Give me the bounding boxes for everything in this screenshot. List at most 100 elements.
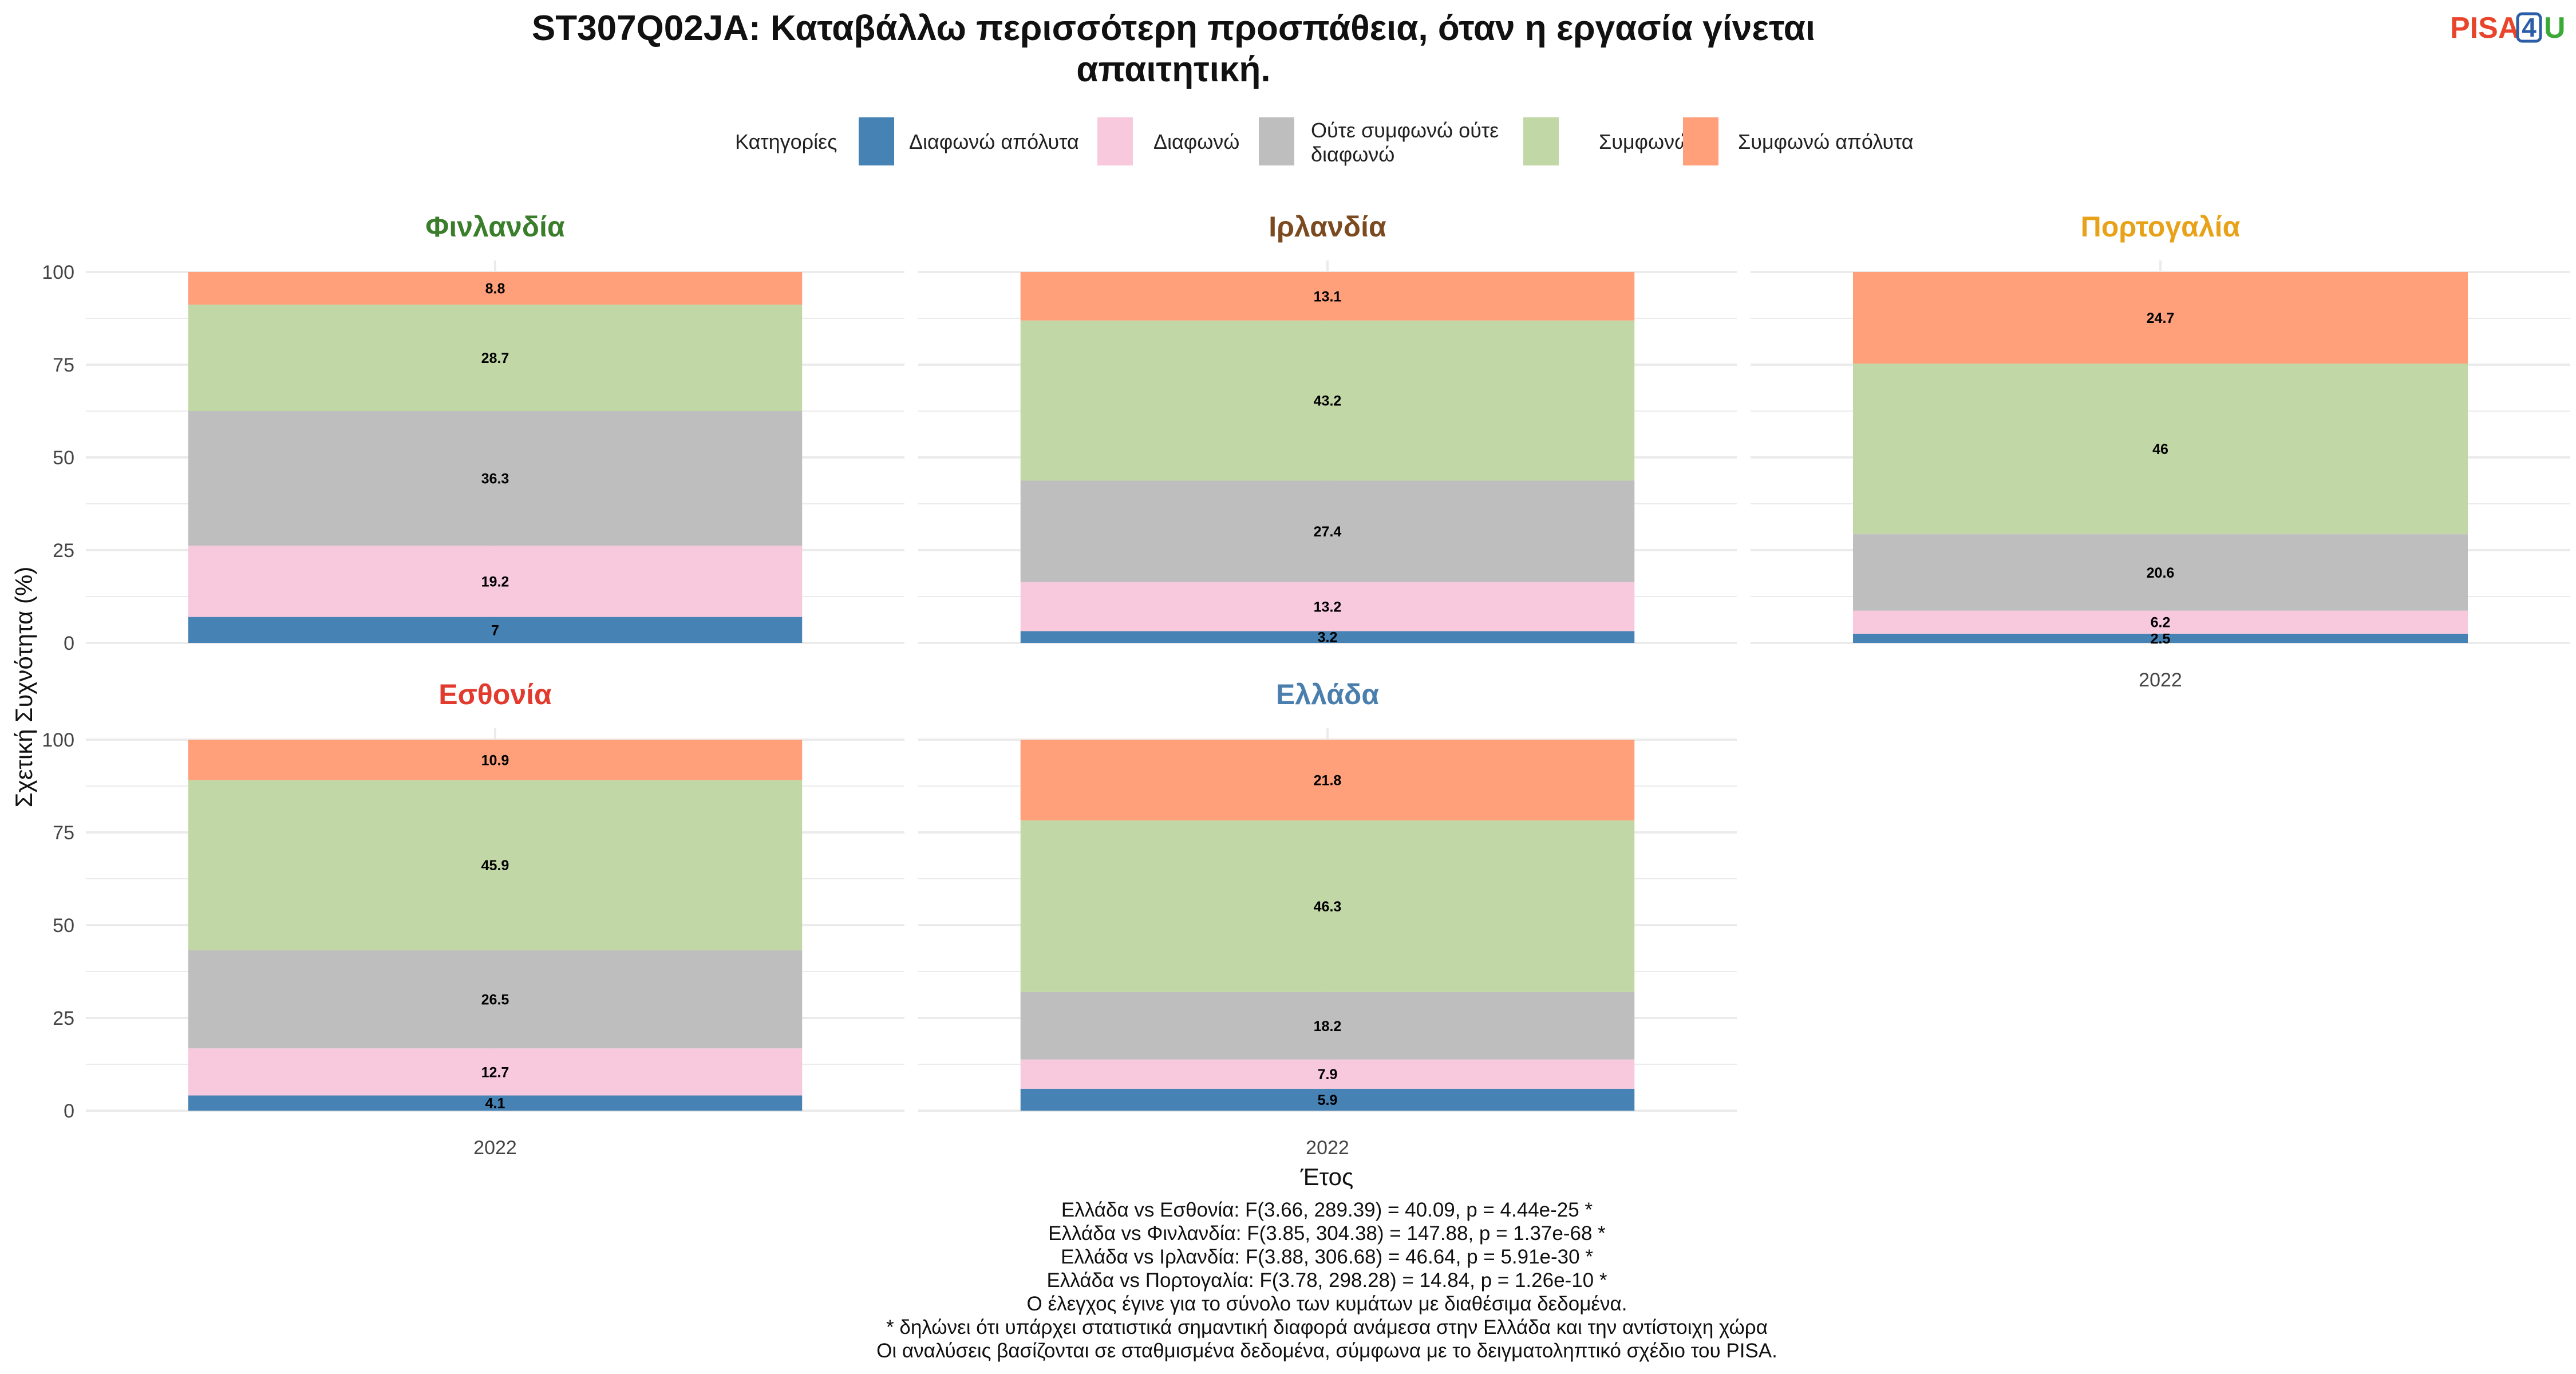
x-tick-label: 2022 [473,1137,517,1159]
legend-swatch-strongly-agree [1683,117,1718,165]
panel-φινλανδία: Φινλανδία 0 25 50 75 100 7 19.2 36.3 28.7 8.8 [42,211,904,654]
x-tick-label: 2022 [1306,1137,1349,1159]
chart-title: ST307Q02JA: Καταβάλλω περισσότερη προσπά… [532,9,1815,89]
panel-ιρλανδία: Ιρλανδία 3.2 13.2 27.4 43.2 13.1 [918,211,1737,646]
bar-segment-0 [1020,631,1635,643]
data-label: 6.2 [2151,615,2171,631]
panel-title: Εσθονία [438,678,552,710]
legend: Κατηγορίες Διαφωνώ απόλυτα Διαφωνώ Ούτε … [735,117,1914,166]
legend-label-agree: Συμφωνώ [1599,130,1690,153]
bar-segment-3 [1020,320,1635,481]
bar-segment-3 [1020,820,1635,992]
pisa4u-logo: PISA 4 U [2450,11,2566,45]
panel-ελλάδα: Ελλάδα 2022 5.9 7.9 18.2 46.3 21.8 [918,678,1737,1159]
data-label: 10.9 [481,752,509,768]
legend-label-neutral-line-1: Ούτε συμφωνώ ούτε [1311,119,1499,142]
panel-title: Πορτογαλία [2081,211,2241,243]
x-tick-label: 2022 [2139,669,2182,691]
bar-segment-1 [1020,1059,1635,1089]
data-label: 5.9 [1318,1092,1338,1108]
legend-label-strongly-disagree: Διαφωνώ απόλυτα [909,130,1079,153]
y-tick-label: 25 [53,1008,74,1029]
legend-swatch-disagree [1097,117,1133,165]
logo-text-pisa: PISA [2450,11,2519,45]
y-tick-label: 0 [64,1100,74,1122]
bar-segment-1 [1853,610,2468,634]
data-label: 19.2 [481,574,509,590]
legend-label-neutral-line-2: διαφωνώ [1311,143,1394,166]
panel-εσθονία: Εσθονία 0 25 50 75 100 2022 4.1 12.7 26.5 45.9 10.9 [42,678,904,1159]
data-label: 20.6 [2147,565,2175,581]
y-tick-label: 75 [53,822,74,844]
data-label: 7.9 [1318,1067,1338,1083]
y-tick-label: 75 [53,354,74,376]
facet-panels: Φινλανδία 0 25 50 75 100 7 19.2 36.3 28.7 8.8 Ιρλαν… [42,211,2570,1159]
data-label: 36.3 [481,471,509,487]
y-tick-label: 25 [53,540,74,562]
legend-title: Κατηγορίες [735,130,837,153]
legend-label-strongly-agree: Συμφωνώ απόλυτα [1738,130,1914,153]
bar-segment-4 [1020,272,1635,321]
footnote-line: Ο έλεγχος έγινε για το σύνολο των κυμάτω… [1027,1293,1627,1315]
bar-segment-0 [1020,1088,1635,1111]
data-label: 21.8 [1314,773,1342,789]
data-label: 4.1 [485,1096,505,1112]
bar-segment-3 [188,780,803,950]
data-label: 13.2 [1314,599,1342,615]
chart-title-line-2: απαιτητική. [1076,50,1270,89]
bar-segment-0 [188,1095,803,1111]
data-label: 46 [2152,441,2168,457]
data-label: 13.1 [1314,289,1342,305]
data-label: 28.7 [481,350,509,366]
bar-segment-3 [188,305,803,411]
legend-swatch-strongly-disagree [859,117,894,165]
bar-segment-0 [1853,633,2468,643]
data-label: 12.7 [481,1064,509,1080]
y-tick-label: 100 [42,729,74,751]
bar-segment-1 [1020,582,1635,631]
data-label: 26.5 [481,992,509,1008]
footnote-line: Ελλάδα vs Πορτογαλία: F(3.78, 298.28) = … [1047,1269,1607,1292]
bar-segment-1 [188,1048,803,1096]
data-label: 3.2 [1318,630,1338,646]
footnotes: Ελλάδα vs Εσθονία: F(3.66, 289.39) = 40.… [876,1199,1777,1362]
footnote-line: Οι αναλύσεις βασίζονται σε σταθμισμένα δ… [876,1340,1777,1362]
bar-segment-1 [188,546,803,617]
x-axis-title: Έτος [1300,1163,1354,1190]
bar-segment-4 [188,740,803,780]
panel-title: Φινλανδία [425,211,565,243]
y-tick-label: 100 [42,262,74,283]
bar-segment-2 [1020,480,1635,582]
bar-segment-4 [1020,740,1635,821]
y-axis-title: Σχετική Συχνότητα (%) [10,567,37,808]
logo-text-u: U [2544,11,2566,45]
bar-segment-2 [188,411,803,546]
bar-segment-3 [1853,364,2468,535]
data-label: 8.8 [485,281,505,297]
data-label: 27.4 [1314,524,1342,540]
data-label: 43.2 [1314,393,1342,409]
legend-swatch-agree [1523,117,1559,165]
bar-segment-0 [188,617,803,643]
y-tick-label: 0 [64,633,74,654]
bar-segment-2 [1020,992,1635,1060]
legend-label-disagree: Διαφωνώ [1153,130,1239,153]
bar-segment-2 [1853,534,2468,611]
footnote-line: * δηλώνει ότι υπάρχει στατιστικά σημαντι… [886,1316,1768,1339]
bar-segment-4 [188,272,803,305]
data-label: 24.7 [2147,310,2175,326]
data-label: 45.9 [481,858,509,874]
data-label: 7 [491,622,499,638]
footnote-line: Ελλάδα vs Ιρλανδία: F(3.88, 306.68) = 46… [1061,1246,1593,1268]
chart-title-line-1: ST307Q02JA: Καταβάλλω περισσότερη προσπά… [532,9,1815,48]
data-label: 18.2 [1314,1018,1342,1035]
legend-swatch-neutral [1259,117,1294,165]
panel-title: Ελλάδα [1276,678,1379,710]
y-tick-label: 50 [53,447,74,469]
logo-text-4: 4 [2522,13,2537,42]
y-tick-label: 50 [53,915,74,937]
logo-box [2516,12,2542,43]
footnote-line: Ελλάδα vs Φινλανδία: F(3.85, 304.38) = 1… [1048,1222,1606,1245]
